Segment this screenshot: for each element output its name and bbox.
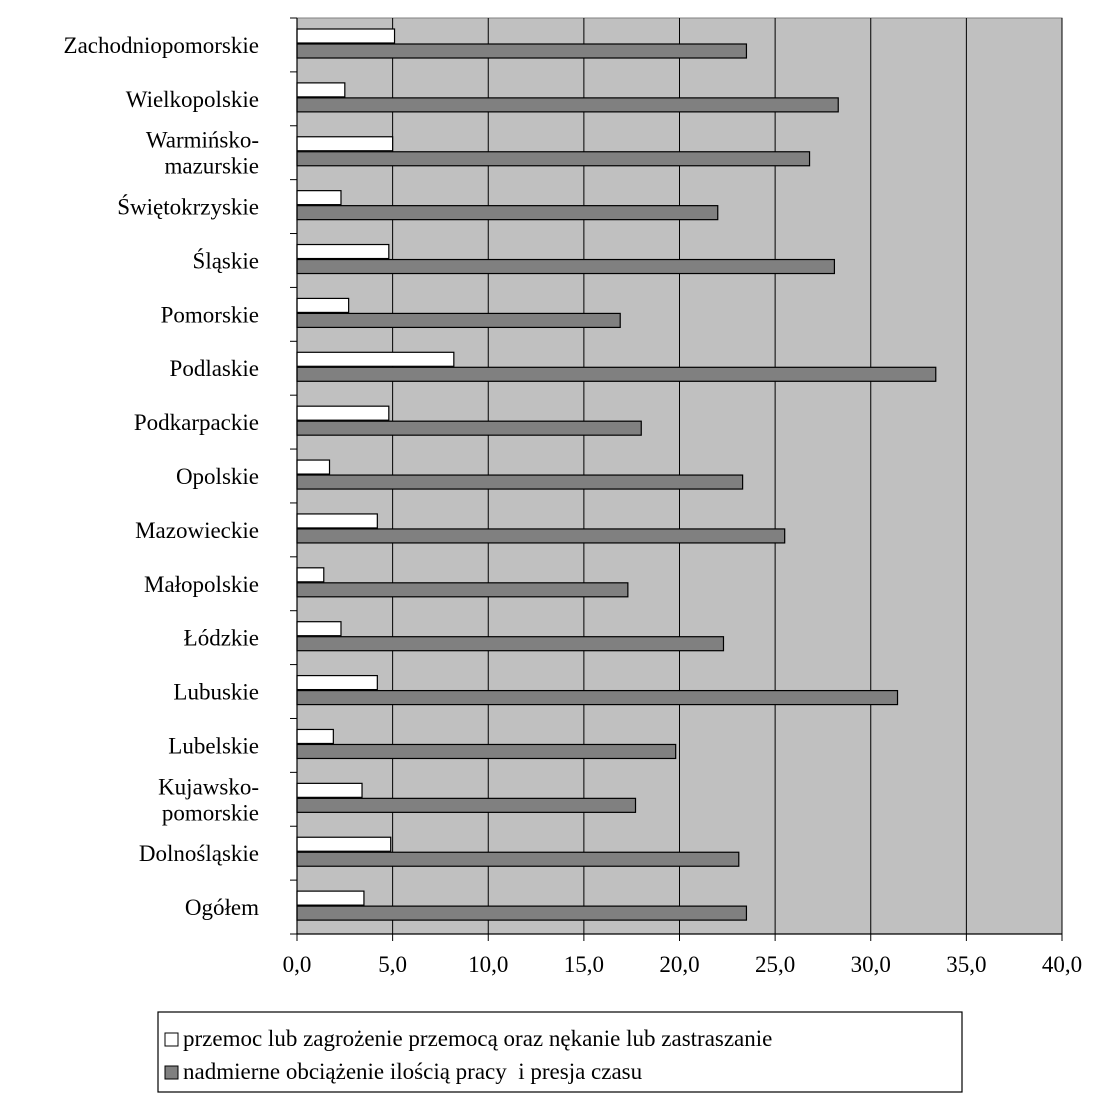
category-label: Dolnośląskie bbox=[139, 841, 259, 866]
category-label: Mazowieckie bbox=[135, 518, 259, 543]
category-label-line: Kujawsko- bbox=[158, 774, 259, 799]
bar-przemoc bbox=[296, 297, 350, 314]
category-label: Opolskie bbox=[176, 464, 259, 489]
category-label-line: Wielkopolskie bbox=[126, 87, 259, 112]
x-tick-label: 20,0 bbox=[659, 952, 699, 977]
bar-przemoc bbox=[296, 243, 390, 260]
bar-obciazenie bbox=[296, 43, 748, 59]
legend: przemoc lub zagrożenie przemocą oraz nęk… bbox=[157, 1011, 963, 1093]
category-label-line: Opolskie bbox=[176, 464, 259, 489]
bar-przemoc bbox=[296, 728, 334, 745]
category-label: Warmińsko-mazurskie bbox=[146, 128, 259, 179]
category-label: Podlaskie bbox=[170, 356, 259, 381]
bar-obciazenie bbox=[296, 528, 786, 544]
bar-obciazenie bbox=[296, 905, 748, 921]
category-label: Ogółem bbox=[185, 895, 259, 920]
bar-przemoc bbox=[296, 459, 331, 475]
category-label-line: Zachodniopomorskie bbox=[64, 33, 259, 58]
bar-przemoc bbox=[296, 136, 394, 152]
bar-obciazenie bbox=[296, 420, 642, 436]
category-label-line: Pomorskie bbox=[161, 302, 259, 327]
bar-obciazenie bbox=[296, 743, 677, 760]
bar-przemoc bbox=[296, 513, 378, 529]
legend-label: nadmierne obciążenie ilością pracy i pre… bbox=[183, 1059, 643, 1084]
legend-label: przemoc lub zagrożenie przemocą oraz nęk… bbox=[183, 1026, 772, 1051]
bar-obciazenie bbox=[296, 366, 937, 382]
category-label: Lubuskie bbox=[173, 680, 259, 705]
category-label: Małopolskie bbox=[144, 572, 259, 597]
category-label-line: pomorskie bbox=[162, 800, 259, 825]
category-label-line: Małopolskie bbox=[144, 572, 259, 597]
category-label-line: Mazowieckie bbox=[135, 518, 259, 543]
category-label-line: Świętokrzyskie bbox=[117, 194, 259, 220]
legend-box bbox=[157, 1011, 963, 1093]
category-label: Pomorskie bbox=[161, 302, 259, 327]
category-label-line: Dolnośląskie bbox=[139, 841, 259, 866]
bar-przemoc bbox=[296, 82, 346, 98]
category-label: Lubelskie bbox=[168, 733, 259, 758]
category-label-line: Łódzkie bbox=[184, 626, 259, 651]
bar-przemoc bbox=[296, 351, 455, 367]
bar-obciazenie bbox=[296, 97, 839, 113]
bar-obciazenie bbox=[296, 689, 899, 706]
x-tick-label: 10,0 bbox=[468, 952, 508, 977]
bar-przemoc bbox=[296, 621, 342, 637]
category-label-line: Podlaskie bbox=[170, 356, 259, 381]
category-label: Śląskie bbox=[193, 247, 259, 273]
x-tick-label: 5,0 bbox=[378, 952, 407, 977]
bar-obciazenie bbox=[296, 151, 811, 167]
bar-obciazenie bbox=[296, 474, 744, 490]
bar-obciazenie bbox=[296, 797, 637, 813]
bar-przemoc bbox=[296, 674, 378, 691]
bar-przemoc bbox=[296, 190, 342, 206]
category-label-line: Lubuskie bbox=[173, 680, 259, 705]
category-label-line: Podkarpackie bbox=[134, 410, 259, 435]
category-label-line: Ogółem bbox=[185, 895, 259, 920]
x-tick-label: 35,0 bbox=[946, 952, 986, 977]
x-tick-label: 40,0 bbox=[1042, 952, 1082, 977]
category-label-line: Śląskie bbox=[193, 247, 259, 273]
category-label: Wielkopolskie bbox=[126, 87, 259, 112]
bar-obciazenie bbox=[296, 205, 719, 221]
bar-przemoc bbox=[296, 28, 396, 44]
category-label: Kujawsko-pomorskie bbox=[158, 774, 259, 825]
bar-przemoc bbox=[296, 836, 392, 852]
bar-obciazenie bbox=[296, 312, 621, 329]
bar-przemoc bbox=[296, 405, 390, 421]
bar-przemoc bbox=[296, 782, 363, 798]
category-label: Zachodniopomorskie bbox=[64, 33, 259, 58]
legend-swatch bbox=[164, 1032, 179, 1047]
bar-przemoc bbox=[296, 567, 325, 583]
x-tick-label: 0,0 bbox=[283, 952, 312, 977]
bar-obciazenie bbox=[296, 258, 836, 275]
category-label-line: Warmińsko- bbox=[146, 128, 259, 153]
x-tick-label: 15,0 bbox=[564, 952, 604, 977]
x-tick-label: 25,0 bbox=[755, 952, 795, 977]
bar-obciazenie bbox=[296, 851, 740, 867]
bar-obciazenie bbox=[296, 582, 629, 598]
category-label-line: Lubelskie bbox=[168, 733, 259, 758]
bar-obciazenie bbox=[296, 636, 725, 652]
category-label: Łódzkie bbox=[184, 626, 259, 651]
legend-swatch bbox=[164, 1065, 179, 1080]
bar-przemoc bbox=[296, 890, 365, 906]
category-label: Świętokrzyskie bbox=[117, 194, 259, 220]
x-tick-label: 30,0 bbox=[851, 952, 891, 977]
category-label: Podkarpackie bbox=[134, 410, 259, 435]
category-label-line: mazurskie bbox=[164, 154, 259, 179]
